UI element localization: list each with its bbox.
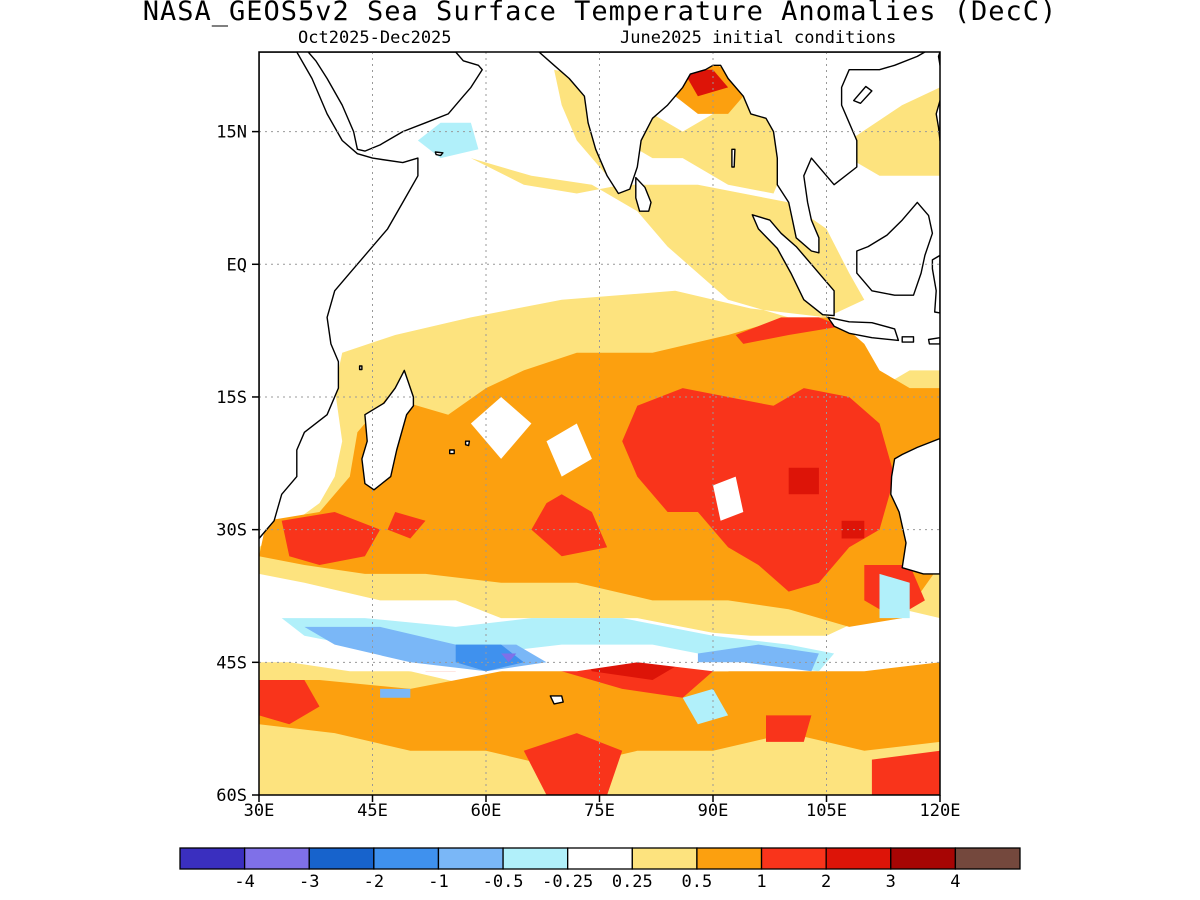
lat-tick-label: EQ	[227, 255, 247, 275]
land-arabia	[307, 52, 483, 152]
colorbar-label: 1	[756, 872, 766, 892]
anomaly-region-8	[735, 317, 842, 344]
colorbar-swatch-1	[243, 847, 310, 870]
anomaly-region-12	[387, 512, 426, 539]
colorbar-label: 4	[950, 872, 960, 892]
anomaly-region-19	[766, 715, 812, 742]
land-timor	[927, 337, 940, 345]
anomaly-region-11	[281, 512, 381, 565]
land-reunion	[449, 449, 455, 455]
lon-tick-label: 75E	[584, 801, 615, 821]
land-hainan	[853, 85, 873, 104]
land-andaman	[731, 148, 736, 168]
forecast-period-subtitle: Oct2025-Dec2025	[298, 28, 452, 48]
lon-tick-label: 105E	[806, 801, 847, 821]
lon-tick-label: 30E	[244, 801, 275, 821]
anomaly-region-27	[546, 423, 592, 477]
lon-tick-label: 90E	[698, 801, 729, 821]
lat-tick-label: 15S	[216, 388, 247, 408]
anomaly-region-20	[871, 750, 940, 795]
lon-tick-label: 60E	[471, 801, 502, 821]
land-australia	[890, 437, 940, 575]
lat-tick-label: 30S	[216, 521, 247, 541]
anomaly-region-35	[697, 644, 819, 672]
anomaly-region-16	[259, 680, 320, 725]
anomaly-region-37	[455, 644, 524, 672]
map-title: NASA_GEOS5v2 Sea Surface Temperature Ano…	[142, 0, 1058, 27]
initial-conditions-subtitle: June2025 initial conditions	[620, 28, 897, 48]
colorbar-swatch-3	[373, 847, 440, 870]
land-madagascar	[361, 369, 415, 491]
anomaly-region-38	[501, 653, 517, 663]
anomaly-region-23	[841, 520, 865, 539]
land-layer	[259, 52, 940, 705]
land-sumatra	[751, 214, 835, 317]
land-philippines	[935, 99, 940, 142]
colorbar-swatch-7	[631, 847, 698, 870]
colorbar-label: -2	[364, 872, 384, 892]
colorbar-label: -0.25	[542, 872, 593, 892]
land-sri-lanka	[635, 176, 652, 212]
lat-tick-label: 60S	[216, 786, 247, 806]
land-kerguelen	[549, 695, 564, 705]
colorbar-label: 2	[821, 872, 831, 892]
colorbar-label: -3	[299, 872, 319, 892]
colorbar-swatch-2	[308, 847, 375, 870]
colorbar-label: 3	[886, 872, 896, 892]
anomaly-region-25	[682, 69, 729, 97]
colorbar-swatch-5	[502, 847, 569, 870]
land-borneo	[856, 201, 934, 296]
lat-tick-label: 15N	[216, 123, 247, 143]
anomaly-region-9	[622, 388, 895, 592]
land-comoros	[358, 365, 363, 371]
colorbar-label: -0.5	[483, 872, 524, 892]
anomaly-region-22	[788, 467, 819, 495]
colorbar-swatch-8	[696, 847, 763, 870]
anomaly-region-30	[281, 618, 835, 672]
land-lombok-bali	[901, 336, 915, 343]
gridlines	[259, 52, 940, 795]
land-java	[827, 316, 900, 342]
lon-tick-label: 120E	[920, 801, 961, 821]
anomaly-region-36	[380, 688, 411, 698]
anomaly-region-33	[682, 688, 729, 725]
colorbar-swatch-11	[890, 847, 957, 870]
anomaly-region-17	[523, 733, 623, 795]
land-mauritius	[464, 440, 471, 447]
colorbar-swatch-4	[437, 847, 504, 870]
colorbar-swatch-0	[179, 847, 246, 870]
land-india	[538, 52, 926, 254]
axis-ticks: 30E 45E 60E 75E 90E 105E 120E 15N EQ 15S 30S 45S 60S	[216, 123, 960, 821]
colorbar-swatch-12	[954, 847, 1021, 870]
colorbar: -4 -3 -2 -1 -0.5 -0.25 0.25 0.5 1 2 3 4	[179, 847, 1021, 892]
colorbar-swatch-10	[825, 847, 892, 870]
lat-tick-label: 45S	[216, 653, 247, 673]
colorbar-swatch-9	[760, 847, 827, 870]
land-africa	[259, 52, 419, 540]
colorbar-label: 0.5	[682, 872, 713, 892]
anomaly-region-7	[259, 653, 940, 769]
land-sulawesi	[931, 254, 940, 314]
colorbar-label: -1	[428, 872, 448, 892]
colorbar-label: 0.25	[612, 872, 653, 892]
anomaly-region-10	[531, 494, 608, 557]
anomaly-region-32	[879, 573, 910, 619]
land-socotra	[434, 151, 444, 157]
colorbar-label: -4	[234, 872, 254, 892]
lon-tick-label: 45E	[357, 801, 388, 821]
anomaly-region-3	[849, 87, 940, 176]
colorbar-swatch-6	[567, 847, 633, 870]
anomaly-region-28	[713, 476, 744, 521]
